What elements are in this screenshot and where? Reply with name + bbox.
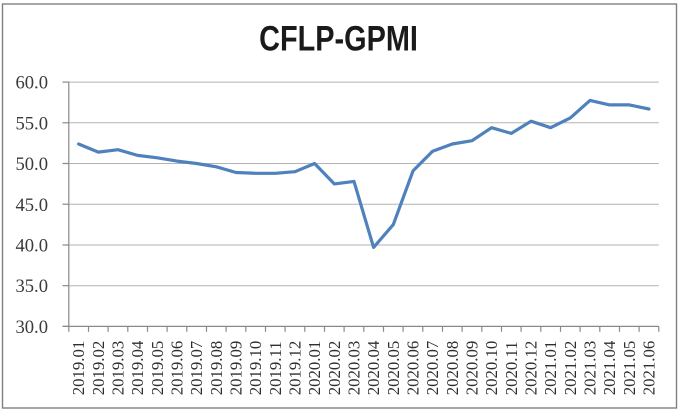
svg-text:2019.07: 2019.07 — [187, 341, 206, 396]
svg-text:2021.02: 2021.02 — [561, 341, 580, 396]
svg-text:2020.12: 2020.12 — [522, 341, 541, 396]
svg-text:CFLP-GPMI: CFLP-GPMI — [259, 19, 418, 58]
svg-text:50.0: 50.0 — [15, 154, 48, 175]
svg-text:2019.09: 2019.09 — [227, 341, 246, 396]
svg-text:2019.10: 2019.10 — [246, 341, 265, 396]
svg-text:2021.04: 2021.04 — [600, 340, 619, 395]
svg-text:2021.06: 2021.06 — [640, 341, 659, 396]
svg-text:2020.09: 2020.09 — [463, 341, 482, 396]
svg-text:2020.02: 2020.02 — [325, 341, 344, 396]
svg-text:30.0: 30.0 — [15, 317, 48, 338]
svg-text:2020.01: 2020.01 — [305, 341, 324, 396]
svg-text:2020.03: 2020.03 — [345, 341, 364, 396]
svg-text:2019.03: 2019.03 — [109, 341, 128, 396]
svg-text:2020.04: 2020.04 — [364, 340, 383, 395]
svg-text:55.0: 55.0 — [15, 113, 48, 134]
svg-text:2020.06: 2020.06 — [404, 341, 423, 396]
svg-text:2019.08: 2019.08 — [207, 341, 226, 396]
svg-text:2019.04: 2019.04 — [128, 340, 147, 395]
svg-text:40.0: 40.0 — [15, 236, 48, 257]
svg-text:2019.01: 2019.01 — [69, 341, 88, 396]
svg-text:35.0: 35.0 — [15, 276, 48, 297]
svg-text:2021.03: 2021.03 — [581, 341, 600, 396]
svg-text:2020.07: 2020.07 — [423, 341, 442, 396]
svg-text:2020.10: 2020.10 — [482, 341, 501, 396]
svg-text:2019.12: 2019.12 — [286, 341, 305, 396]
svg-text:2020.11: 2020.11 — [502, 341, 521, 395]
svg-text:2019.02: 2019.02 — [89, 341, 108, 396]
svg-text:2020.05: 2020.05 — [384, 341, 403, 396]
svg-text:2021.01: 2021.01 — [541, 341, 560, 396]
svg-text:2020.08: 2020.08 — [443, 341, 462, 396]
svg-text:45.0: 45.0 — [15, 195, 48, 216]
svg-text:60.0: 60.0 — [15, 73, 48, 94]
svg-text:2021.05: 2021.05 — [620, 341, 639, 396]
svg-text:2019.11: 2019.11 — [266, 341, 285, 395]
svg-text:2019.05: 2019.05 — [148, 341, 167, 396]
svg-text:2019.06: 2019.06 — [168, 341, 187, 396]
